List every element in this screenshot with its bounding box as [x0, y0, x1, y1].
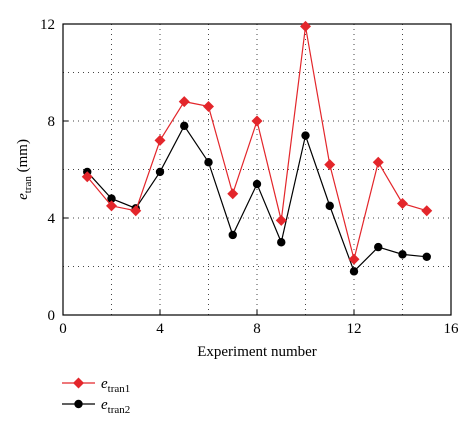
y-tick-label: 0 — [48, 308, 56, 324]
legend-label-main: e — [101, 397, 108, 413]
legend-label: etran1 — [101, 376, 130, 395]
data-point-tran1 — [372, 156, 384, 168]
x-tick-label: 16 — [444, 321, 460, 337]
tick-labels: 0 4 8 12 16 0 4 8 12 — [40, 17, 459, 337]
data-point-tran2 — [422, 252, 431, 261]
data-point-tran1 — [154, 134, 166, 146]
x-tick-label: 4 — [156, 321, 164, 337]
x-tick-label: 8 — [253, 321, 261, 337]
data-point-tran2 — [107, 194, 116, 203]
data-point-tran1 — [421, 205, 433, 217]
data-point-tran2 — [155, 167, 165, 177]
grid — [63, 24, 451, 315]
data-point-tran1 — [324, 159, 336, 171]
series-layer — [81, 20, 433, 276]
data-point-tran1 — [227, 188, 239, 200]
data-point-tran2 — [398, 250, 407, 259]
data-point-tran2 — [325, 201, 334, 211]
data-point-tran2 — [374, 242, 383, 252]
data-point-tran2 — [277, 238, 286, 247]
data-point-tran1 — [397, 197, 408, 209]
y-tick-label: 4 — [48, 211, 56, 227]
y-axis-title-sub: tran — [22, 176, 34, 194]
y-axis-title: etran (mm) — [15, 139, 34, 200]
y-axis-title-unit: (mm) — [15, 139, 31, 176]
data-point-tran1 — [251, 115, 263, 127]
tick-marks — [62, 23, 452, 316]
series-tran1 — [81, 20, 433, 265]
legend-label-main: e — [101, 376, 108, 392]
data-point-tran1 — [130, 205, 142, 217]
data-point-tran1 — [178, 96, 190, 108]
data-point-tran2 — [180, 121, 189, 131]
data-point-tran1 — [203, 100, 214, 112]
legend-label-sub: tran1 — [108, 383, 131, 395]
legend-item-tran1: etran1 — [62, 376, 130, 395]
y-tick-label: 8 — [48, 114, 56, 130]
data-point-tran2 — [301, 131, 310, 140]
data-point-tran2 — [349, 267, 359, 276]
data-point-tran1 — [106, 200, 117, 212]
legend-marker — [74, 399, 83, 409]
x-axis-title: Experiment number — [197, 344, 317, 360]
x-tick-label: 12 — [347, 321, 362, 337]
data-point-tran1 — [300, 20, 311, 32]
legend-label-sub: tran2 — [108, 404, 131, 416]
y-tick-label: 12 — [40, 17, 55, 33]
legend-item-tran2: etran2 — [62, 397, 130, 416]
data-point-tran1 — [81, 171, 93, 183]
legend-marker — [73, 377, 84, 389]
data-point-tran2 — [228, 230, 237, 240]
data-point-tran1 — [348, 253, 360, 265]
data-point-tran1 — [275, 214, 287, 226]
data-point-tran2 — [204, 158, 213, 167]
legend-label: etran2 — [101, 397, 130, 416]
x-tick-label: 0 — [59, 321, 67, 337]
data-point-tran2 — [252, 179, 262, 189]
y-axis-title-main: e — [15, 193, 31, 200]
